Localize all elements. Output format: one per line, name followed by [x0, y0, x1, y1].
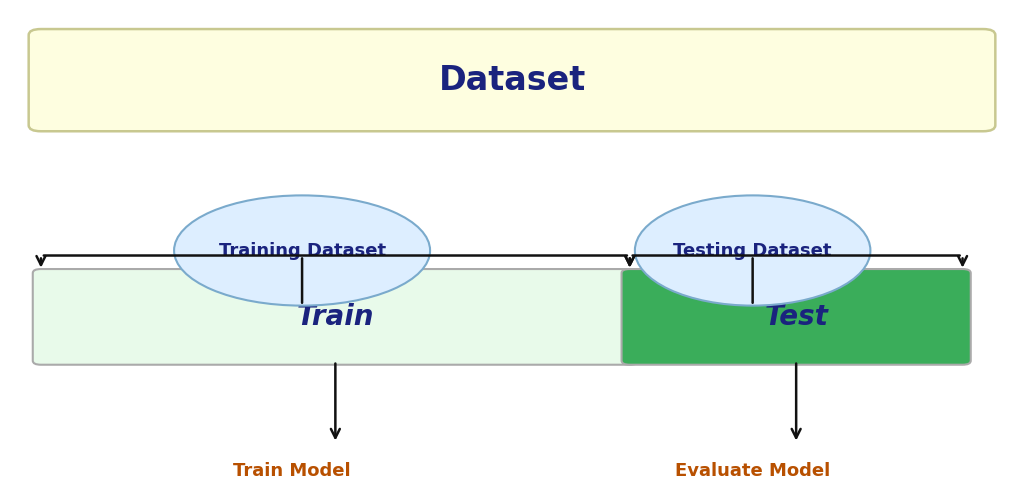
FancyBboxPatch shape	[29, 29, 995, 131]
FancyBboxPatch shape	[622, 269, 971, 365]
Ellipse shape	[635, 195, 870, 306]
Text: Test: Test	[764, 303, 828, 331]
FancyBboxPatch shape	[33, 269, 638, 365]
Ellipse shape	[174, 195, 430, 306]
Text: Train Model: Train Model	[233, 462, 350, 480]
Text: Dataset: Dataset	[438, 64, 586, 97]
Text: Evaluate Model: Evaluate Model	[675, 462, 830, 480]
Text: Training Dataset: Training Dataset	[218, 241, 386, 260]
Text: Train: Train	[297, 303, 374, 331]
Text: Testing Dataset: Testing Dataset	[674, 241, 831, 260]
